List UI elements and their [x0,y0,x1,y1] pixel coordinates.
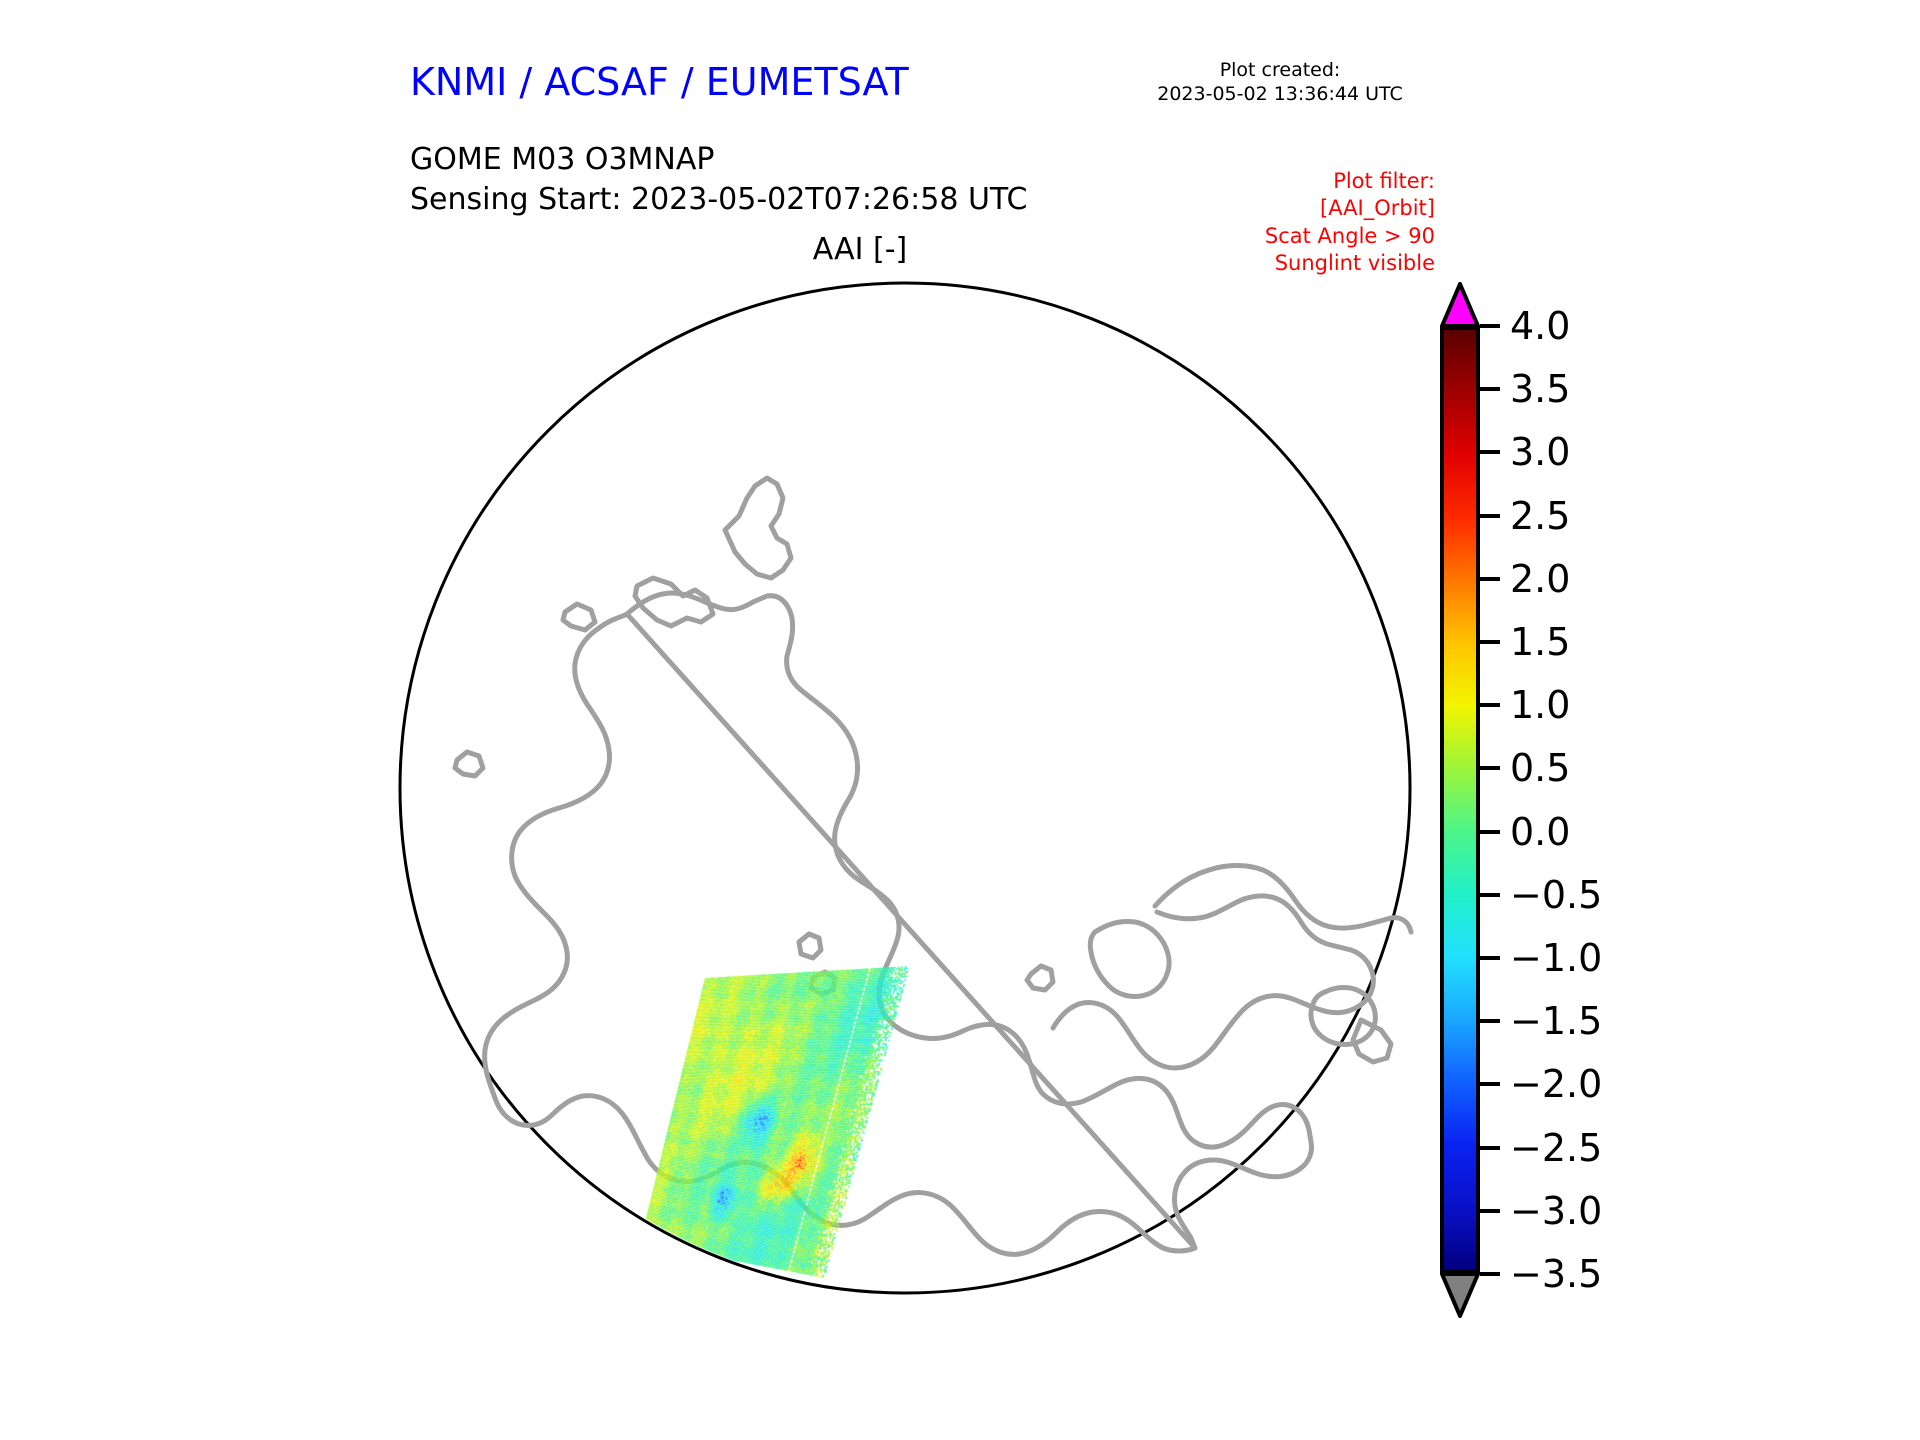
colorbar-tick [1480,576,1500,581]
over-arrow-shape [1440,282,1480,328]
instrument-product-line: GOME M03 O3MNAP [410,142,715,177]
colorbar-tick [1480,513,1500,518]
colorbar-tick [1480,703,1500,708]
colorbar-tick [1480,829,1500,834]
colorbar-tick [1480,892,1500,897]
colorbar-tick [1480,1019,1500,1024]
plot-created-block: Plot created: 2023-05-02 13:36:44 UTC [1120,58,1440,107]
colorbar-tick-label: −3.0 [1510,1188,1603,1233]
colorbar-tick [1480,1082,1500,1087]
colorbar: 4.0 3.5 3.0 2.5 2.0 1.5 1.0 0.5 0.0 −0.5 −1.0 −1.5 −… [1432,282,1852,1318]
plot-filter-block: Plot filter: [AAI_Orbit] Scat Angle > 90… [1175,168,1435,277]
colorbar-tick-label: −2.5 [1510,1125,1603,1170]
colorbar-tick [1480,640,1500,644]
colorbar-tick-label: −1.0 [1510,936,1603,980]
colorbar-tick-label: 2.5 [1510,493,1571,538]
colorbar-tick-label: 1.5 [1510,620,1571,664]
colorbar-over-arrow [1440,282,1480,328]
colorbar-under-arrow [1440,1272,1480,1318]
plot-filter-label: Plot filter: [1333,169,1435,193]
colorbar-tick [1480,1272,1500,1276]
colorbar-tick-label: 1.0 [1510,683,1571,728]
colorbar-tick-label: 3.0 [1510,430,1571,475]
plot-created-label: Plot created: [1219,59,1341,81]
quantity-title: AAI [-] [812,232,908,267]
plot-filter-sunglint: Sunglint visible [1274,250,1435,275]
globe-map [398,281,1414,1295]
colorbar-tick [1480,324,1500,328]
colorbar-tick-label: −3.5 [1510,1252,1603,1296]
colorbar-bar [1440,326,1480,1274]
organisation-title: KNMI / ACSAF / EUMETSAT [410,60,909,104]
plot-filter-scat-angle: Scat Angle > 90 [1264,223,1435,248]
colorbar-tick-label: −0.5 [1510,872,1603,917]
product-info-block: GOME M03 O3MNAP Sensing Start: 2023-05-0… [410,140,1027,220]
sensing-start-line: Sensing Start: 2023-05-02T07:26:58 UTC [410,181,1028,217]
colorbar-tick [1480,450,1500,455]
colorbar-tick [1480,387,1500,392]
colorbar-tick [1480,1208,1500,1213]
map-plot-area [395,278,1415,1298]
colorbar-tick-label: 0.0 [1510,809,1571,854]
colorbar-tick [1480,956,1500,960]
under-arrow-shape [1440,1272,1480,1318]
plot-created-time: 2023-05-02 13:36:44 UTC [1157,83,1403,106]
globe-outline-circle [398,281,1412,1295]
colorbar-tick-label: 0.5 [1510,746,1571,791]
colorbar-tick-label: 2.0 [1510,556,1571,601]
colorbar-tick-label: −1.5 [1510,999,1603,1044]
colorbar-tick [1480,1145,1500,1150]
colorbar-tick-label: −2.0 [1510,1062,1603,1107]
plot-filter-name: [AAI_Orbit] [1320,196,1435,221]
colorbar-tick-label: 3.5 [1510,367,1571,412]
colorbar-tick-label: 4.0 [1510,304,1571,348]
colorbar-tick [1480,766,1500,771]
colorbar-gradient [1444,330,1476,1270]
